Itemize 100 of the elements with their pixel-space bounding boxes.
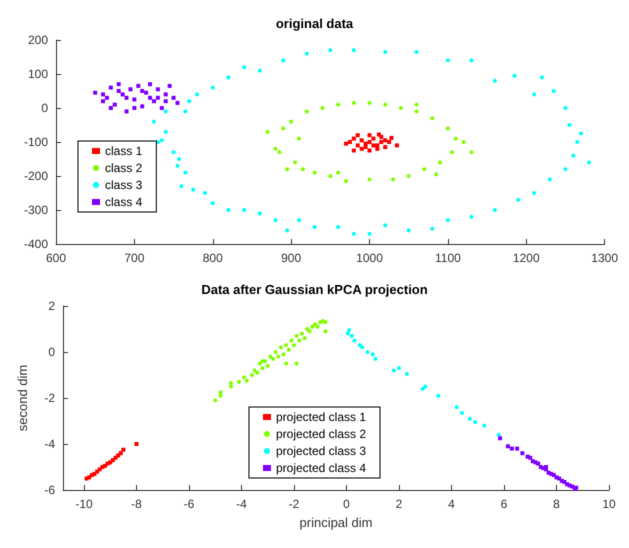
x-tick-label: 900 <box>281 251 302 265</box>
point <box>368 177 372 182</box>
legend-label: class 4 <box>105 195 143 209</box>
point <box>498 436 502 440</box>
point <box>438 160 442 164</box>
point <box>383 138 388 142</box>
point <box>268 354 272 359</box>
legend-label: projected class 4 <box>276 461 366 475</box>
x-tick-label: -8 <box>131 497 142 511</box>
point <box>282 352 286 356</box>
y-tick-label: 100 <box>28 67 48 81</box>
point <box>118 451 123 456</box>
point <box>144 90 148 95</box>
point <box>285 167 290 172</box>
point <box>244 378 249 383</box>
point <box>101 92 106 96</box>
point <box>383 50 388 54</box>
point <box>446 218 450 222</box>
point <box>571 154 576 158</box>
legend-label: projected class 3 <box>276 444 366 458</box>
point <box>516 198 520 202</box>
point <box>557 476 562 480</box>
point <box>132 106 136 110</box>
point <box>387 140 392 144</box>
point <box>406 174 411 178</box>
legend-label: projected class 1 <box>276 410 366 424</box>
point <box>552 89 556 93</box>
point <box>567 123 572 127</box>
point <box>172 96 176 100</box>
point <box>344 142 348 146</box>
point <box>352 48 356 52</box>
point <box>492 208 497 212</box>
point <box>252 368 257 372</box>
point <box>281 58 286 62</box>
point <box>392 368 396 372</box>
point <box>294 334 299 338</box>
point <box>460 410 464 415</box>
point <box>273 146 278 151</box>
point <box>250 373 254 377</box>
point <box>368 232 372 236</box>
x-tick-label: 700 <box>124 251 145 265</box>
x-tick-label: 1200 <box>512 251 540 265</box>
point <box>305 327 310 331</box>
x-tick-label: 800 <box>202 251 224 265</box>
point <box>446 126 450 130</box>
point <box>229 381 233 386</box>
point <box>383 223 388 228</box>
point <box>294 362 299 366</box>
point <box>116 82 121 86</box>
point <box>213 398 218 402</box>
point <box>368 100 372 105</box>
point <box>371 136 376 141</box>
point <box>121 448 126 452</box>
point <box>430 226 434 231</box>
y-tick-label: 0 <box>48 345 56 359</box>
point <box>520 451 524 456</box>
point <box>346 332 350 336</box>
point <box>430 116 434 120</box>
point <box>344 179 348 184</box>
point <box>397 366 401 370</box>
point <box>420 386 425 391</box>
point <box>229 384 233 388</box>
point <box>195 92 200 96</box>
point <box>284 343 288 348</box>
point <box>383 102 388 107</box>
point <box>462 140 466 144</box>
y-tick-label: -4 <box>44 437 56 451</box>
point <box>454 136 458 141</box>
point <box>434 172 438 176</box>
point <box>312 225 317 229</box>
point <box>436 394 440 398</box>
point <box>112 102 117 107</box>
point <box>120 92 125 96</box>
y-tick-label: 200 <box>28 33 48 47</box>
point <box>534 460 538 464</box>
point <box>324 329 328 334</box>
point <box>356 133 360 138</box>
y-tick-label: -400 <box>24 237 48 251</box>
point <box>132 98 136 102</box>
point <box>468 416 472 421</box>
point <box>482 424 486 428</box>
point <box>506 444 510 448</box>
x-axis-title: principal dim <box>300 515 372 530</box>
point <box>356 143 360 148</box>
legend-label: class 3 <box>105 178 143 192</box>
x-tick-label: 10 <box>602 497 616 511</box>
point <box>104 96 109 100</box>
point <box>563 106 568 110</box>
point <box>575 140 580 144</box>
point <box>164 109 168 114</box>
point <box>324 320 328 324</box>
point <box>414 102 419 107</box>
point <box>281 126 286 130</box>
point <box>473 420 478 424</box>
point <box>310 324 314 329</box>
point <box>515 446 520 451</box>
point <box>379 140 384 144</box>
point <box>175 100 180 105</box>
y-tick-label: 0 <box>41 101 48 115</box>
point <box>304 109 309 114</box>
